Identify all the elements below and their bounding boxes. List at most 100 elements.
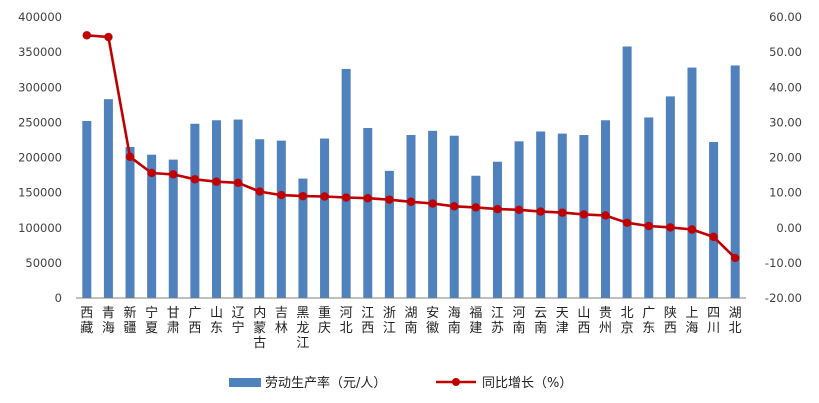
category-label: 湖南 (404, 306, 417, 336)
category-label: 河北 (340, 306, 353, 336)
category-label: 山东 (210, 306, 223, 336)
category-label: 青海 (102, 306, 115, 336)
growth-point (601, 211, 610, 220)
bar (709, 142, 719, 298)
right-tick-label: 10.00 (769, 186, 802, 200)
category-label: 安徽 (426, 306, 439, 336)
growth-point (622, 218, 632, 228)
category-label: 江西 (361, 306, 374, 336)
growth-point (536, 207, 545, 216)
left-tick-label: 350000 (18, 45, 62, 59)
category-label: 海南 (448, 306, 461, 336)
bar (298, 178, 308, 298)
growth-point (558, 208, 567, 217)
bar (255, 139, 265, 298)
right-tick-label: 30.00 (769, 115, 802, 129)
category-label: 贵州 (599, 306, 612, 336)
growth-point (406, 197, 416, 206)
bar (103, 99, 113, 298)
left-tick-label: 250000 (18, 115, 62, 129)
right-tick-label: 60.00 (769, 10, 802, 24)
growth-point (320, 192, 329, 201)
bar (492, 161, 502, 298)
bar (601, 120, 611, 298)
bar (320, 138, 330, 298)
bar (471, 175, 481, 298)
category-label: 天津 (556, 306, 569, 336)
growth-point (169, 170, 178, 179)
category-label: 陕西 (664, 306, 677, 336)
growth-point (212, 177, 221, 186)
bar-series (82, 46, 740, 299)
right-axis: -20.00 -10.00 0.00 10.00 20.00 30.00 40.00 50.0… (765, 10, 802, 305)
category-label: 甘肃 (167, 306, 180, 336)
bar (428, 130, 438, 298)
growth-point (233, 178, 243, 187)
growth-point (450, 202, 459, 211)
category-label: 新疆 (124, 305, 137, 336)
bar (730, 65, 740, 298)
left-tick-label: 100000 (18, 221, 62, 235)
growth-point (709, 232, 718, 242)
category-label: 云南 (534, 306, 547, 336)
growth-point (363, 194, 372, 203)
growth-point (385, 195, 394, 204)
growth-point (666, 223, 675, 232)
legend: 劳动生产率（元/人） 同比增长（%） (229, 375, 572, 391)
growth-point (428, 199, 437, 208)
right-tick-label: 40.00 (769, 80, 802, 94)
bar (211, 120, 221, 298)
growth-point (277, 190, 286, 200)
growth-point (147, 168, 156, 178)
category-labels: 西藏青海新疆宁夏甘肃广西山东辽宁内蒙古吉林黑龙江重庆河北江西浙江湖南安徽海南福建… (80, 305, 741, 351)
bar (665, 96, 675, 298)
category-label: 福建 (469, 306, 482, 336)
category-label: 广东 (642, 306, 655, 336)
bar (168, 159, 178, 298)
category-label: 湖北 (729, 306, 742, 336)
category-label: 北京 (621, 306, 634, 336)
left-tick-label: 50000 (25, 256, 62, 270)
category-label: 内蒙古 (253, 305, 266, 351)
right-tick-label: 0.00 (776, 221, 802, 235)
right-tick-label: -10.00 (765, 256, 802, 270)
growth-point (125, 152, 135, 161)
category-label: 山西 (577, 306, 590, 336)
growth-point (190, 175, 200, 184)
left-tick-label: 150000 (18, 186, 62, 200)
bar (125, 146, 135, 298)
growth-point (579, 210, 589, 219)
line-series (82, 31, 740, 263)
bar (622, 46, 632, 298)
growth-point (514, 205, 524, 215)
growth-point (730, 253, 740, 263)
growth-point (82, 31, 92, 40)
category-label: 四川 (707, 306, 720, 336)
growth-point (471, 203, 481, 212)
bar (384, 170, 394, 298)
category-label: 辽宁 (232, 306, 245, 336)
bar (406, 135, 416, 298)
bar (644, 117, 654, 299)
bar (233, 119, 243, 298)
growth-point (255, 187, 264, 196)
category-label: 重庆 (318, 305, 331, 336)
legend-bar-label: 劳动生产率（元/人） (265, 375, 386, 391)
category-label: 黑龙江 (296, 306, 309, 351)
legend-line-marker (452, 378, 460, 386)
bar (449, 135, 459, 298)
bar (514, 141, 524, 298)
bar (341, 68, 351, 298)
left-tick-label: 400000 (18, 10, 62, 24)
legend-line-label: 同比增长（%） (482, 376, 572, 391)
category-label: 上海 (685, 306, 698, 336)
left-axis: 0 50000 100000 150000 200000 250000 300000 3500… (18, 10, 62, 305)
growth-point (687, 225, 697, 234)
left-tick-label: 200000 (18, 151, 62, 165)
legend-bar-swatch (229, 378, 261, 387)
right-tick-label: -20.00 (765, 291, 802, 305)
category-label: 西藏 (80, 306, 93, 336)
growth-point (493, 204, 502, 214)
left-tick-label: 300000 (18, 80, 62, 94)
